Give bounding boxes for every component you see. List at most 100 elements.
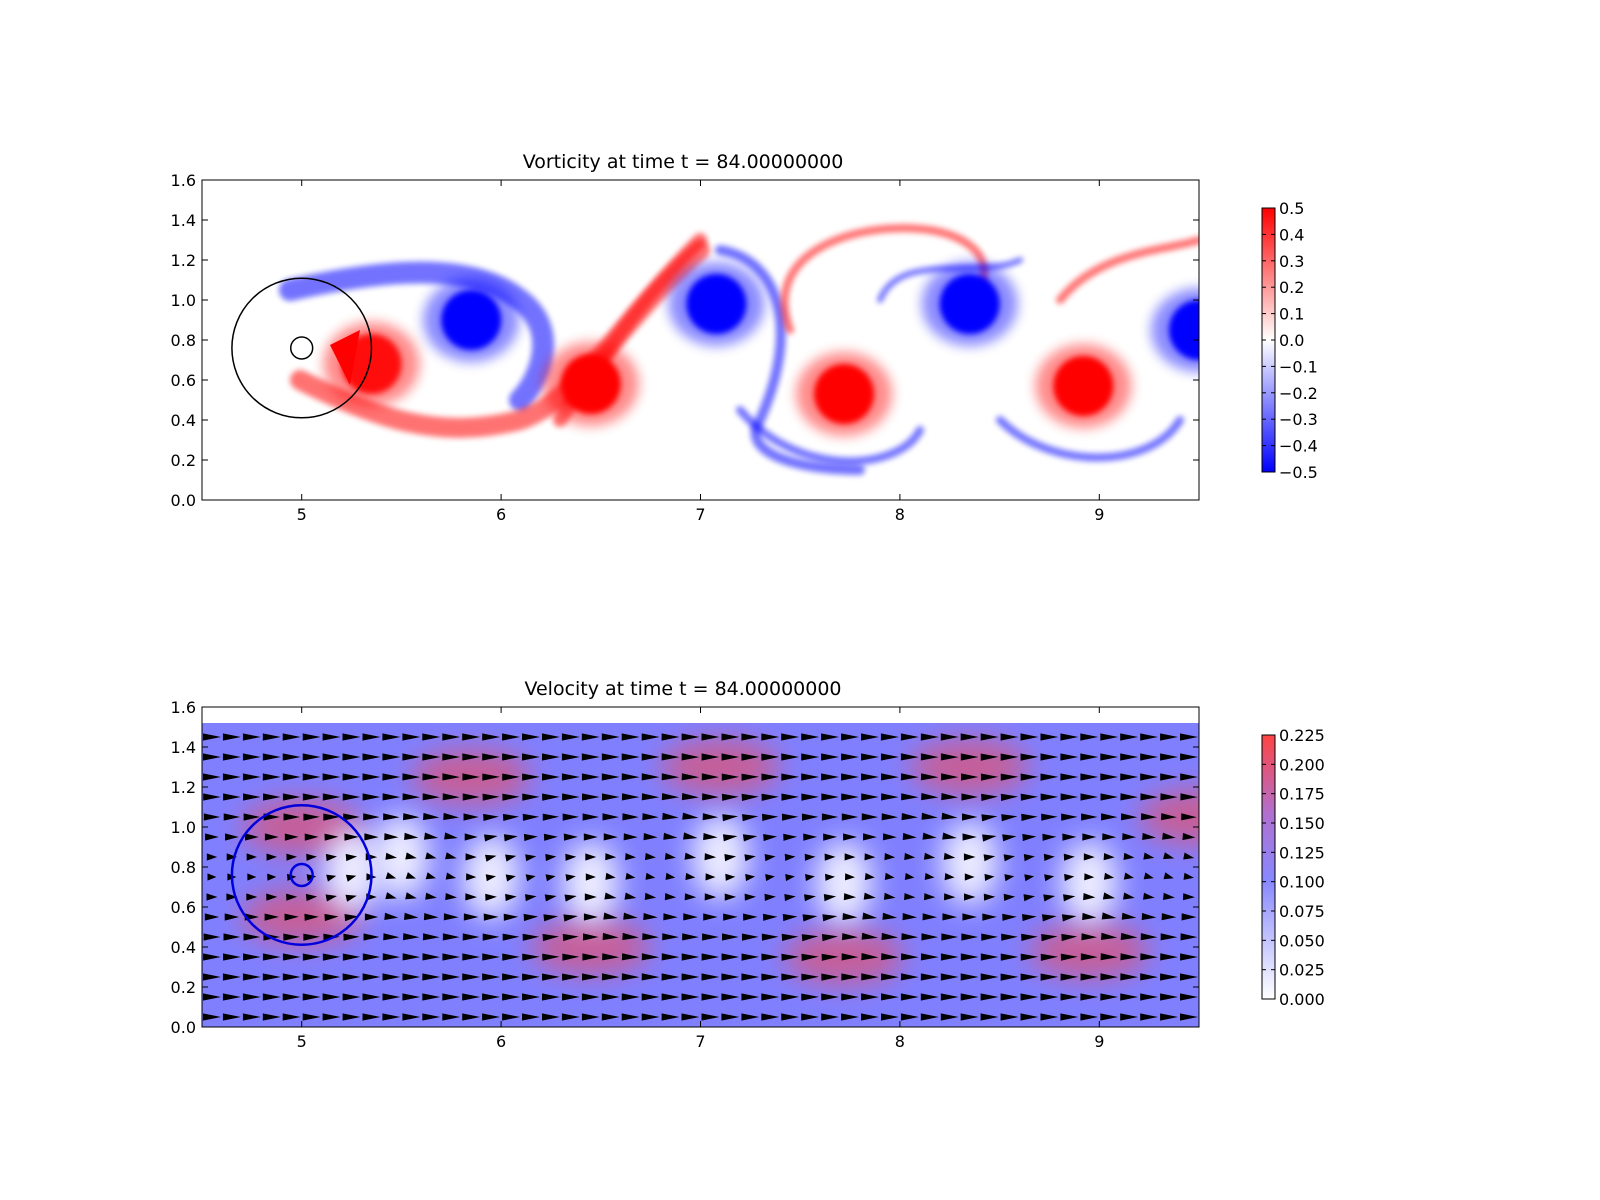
high-speed-region <box>660 739 781 795</box>
velocity-arrow <box>661 1013 680 1021</box>
velocity-arrow <box>980 993 999 1001</box>
velocity-arrow <box>342 753 361 761</box>
velocity-arrow <box>522 793 540 801</box>
velocity-arrow <box>1020 1013 1039 1021</box>
velocity-arrow <box>522 933 540 941</box>
velocity-arrow <box>761 1013 780 1021</box>
velocity-arrow <box>944 873 955 881</box>
velocity-arrow <box>1080 953 1098 961</box>
velocity-arrow <box>940 953 959 961</box>
vorticity-filament <box>736 406 924 466</box>
velocity-arrow <box>585 873 596 881</box>
velocity-arrow <box>661 993 680 1001</box>
velocity-arrow <box>247 873 257 881</box>
velocity-arrow <box>880 753 899 761</box>
velocity-arrow <box>362 773 381 781</box>
velocity-arrow <box>603 833 618 841</box>
velocity-arrow <box>483 813 499 821</box>
velocity-arrow <box>562 933 579 942</box>
velocity-arrow <box>326 874 337 882</box>
velocity-arrow <box>924 872 935 880</box>
velocity-arrow <box>1041 713 1059 720</box>
velocity-arrow <box>364 833 379 841</box>
velocity-arrow <box>1021 813 1038 821</box>
vorticity-y-tick-label: 1.2 <box>171 251 196 270</box>
velocity-arrow <box>721 993 740 1001</box>
velocity-arrow <box>601 1013 620 1021</box>
velocity-arrow <box>841 993 859 1001</box>
velocity-arrow <box>542 773 560 781</box>
velocity-arrow <box>405 872 416 879</box>
velocity-arrow <box>502 813 520 821</box>
velocity-arrow <box>920 753 939 761</box>
velocity-colorbar-tick-label: 0.200 <box>1279 755 1325 774</box>
velocity-colorbar-tick-label: 0.050 <box>1279 931 1325 950</box>
velocity-arrow <box>661 753 680 761</box>
velocity-arrow <box>821 934 838 942</box>
velocity-arrow <box>1160 773 1178 781</box>
velocity-arrow <box>485 893 497 901</box>
velocity-arrow <box>821 1013 840 1021</box>
velocity-arrow <box>781 933 799 941</box>
velocity-colorbar-tick-label: 0.100 <box>1279 873 1325 892</box>
velocity-arrow <box>1081 933 1098 941</box>
velocity-arrow <box>900 1013 919 1021</box>
velocity-arrow <box>884 872 895 880</box>
velocity-arrow <box>763 834 778 842</box>
velocity-arrow <box>1041 934 1058 942</box>
velocity-arrow <box>342 973 361 981</box>
velocity-arrow <box>462 773 480 781</box>
velocity-arrow <box>462 993 481 1001</box>
velocity-arrow <box>843 893 857 901</box>
velocity-arrow <box>1182 893 1195 901</box>
velocity-arrow <box>900 753 919 761</box>
velocity-colorbar: 0.225 0.200 0.175 0.150 0.125 0.100 0.075 0.050… <box>1261 726 1325 1009</box>
velocity-arrow <box>543 914 559 922</box>
velocity-arrow <box>682 933 699 941</box>
velocity-arrow <box>402 953 421 961</box>
velocity-arrow <box>425 872 436 880</box>
velocity-arrow <box>342 953 361 961</box>
velocity-arrow <box>383 933 400 941</box>
velocity-arrow <box>761 993 780 1001</box>
velocity-arrow <box>701 993 720 1001</box>
velocity-arrow <box>525 854 537 862</box>
velocity-arrow <box>462 1013 481 1021</box>
velocity-arrow <box>402 993 421 1001</box>
velocity-arrow <box>465 893 477 901</box>
vortex-core <box>441 290 502 350</box>
velocity-arrow <box>1001 814 1018 822</box>
velocity-arrow <box>920 773 939 781</box>
velocity-arrow <box>1020 753 1039 761</box>
velocity-arrow <box>1000 973 1019 981</box>
velocity-arrow <box>1003 893 1016 901</box>
velocity-arrow <box>761 933 779 941</box>
velocity-arrow <box>422 953 441 961</box>
velocity-arrow <box>801 934 819 942</box>
velocity-arrow <box>921 933 939 941</box>
velocity-arrow <box>1160 973 1179 981</box>
velocity-arrow <box>745 873 756 882</box>
velocity-arrow <box>442 933 460 941</box>
velocity-arrow <box>1100 773 1119 781</box>
low-speed-region <box>816 841 873 925</box>
velocity-arrow <box>882 912 898 920</box>
velocity-arrow <box>563 833 578 841</box>
velocity-arrow <box>801 953 819 961</box>
velocity-arrow <box>1083 893 1096 901</box>
velocity-arrow <box>941 793 959 801</box>
velocity-arrow <box>345 853 358 862</box>
velocity-arrow <box>482 933 500 941</box>
velocity-arrow <box>963 853 976 861</box>
vorticity-y-tick-label: 1.0 <box>171 291 196 310</box>
velocity-arrow <box>681 733 700 741</box>
velocity-arrow <box>724 854 737 862</box>
velocity-arrow <box>602 953 620 961</box>
velocity-arrow <box>564 894 577 902</box>
velocity-arrow <box>702 713 720 720</box>
velocity-arrow <box>983 854 996 862</box>
velocity-arrow <box>902 832 917 841</box>
velocity-arrow <box>803 833 818 841</box>
velocity-arrow <box>942 913 957 921</box>
velocity-arrow <box>661 733 680 741</box>
